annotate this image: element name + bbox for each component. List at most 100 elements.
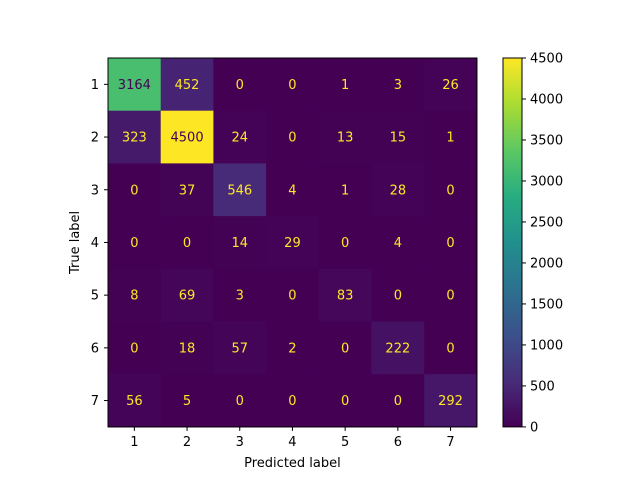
cell-value-label: 5 <box>183 394 191 409</box>
colorbar-tick-label: 3000 <box>530 174 563 189</box>
x-tick-label: 7 <box>446 435 454 450</box>
cell-value-label: 8 <box>130 289 138 304</box>
y-tick-label: 1 <box>91 78 99 93</box>
heatmap-cell <box>424 268 478 322</box>
heatmap-cell <box>318 321 372 375</box>
cell-value-label: 29 <box>284 236 301 251</box>
heatmap-cell <box>213 374 267 428</box>
heatmap-cell <box>108 110 162 164</box>
cell-value-label: 14 <box>231 236 248 251</box>
heatmap-cell <box>108 374 162 428</box>
cell-value-label: 0 <box>446 236 454 251</box>
heatmap-cell <box>318 58 372 112</box>
cell-value-label: 292 <box>438 394 463 409</box>
heatmap-cell <box>424 374 478 428</box>
colorbar <box>502 57 523 428</box>
heatmap-cells <box>108 58 478 428</box>
heatmap-cell <box>213 321 267 375</box>
cell-value-label: 69 <box>179 289 196 304</box>
heatmap-cell <box>266 216 320 270</box>
heatmap-cell <box>213 110 267 164</box>
cell-value-label: 28 <box>390 183 407 198</box>
cell-value-label: 0 <box>288 394 296 409</box>
y-tick-label: 2 <box>91 131 99 146</box>
heatmap-cell <box>424 216 478 270</box>
heatmap-cell <box>160 374 214 428</box>
heatmap-cell <box>318 163 372 217</box>
heatmap-cell <box>108 268 162 322</box>
heatmap-cell <box>371 374 425 428</box>
y-axis-ticks: 1 2 3 4 5 6 7 <box>91 78 108 409</box>
cell-value-label: 18 <box>179 341 196 356</box>
heatmap-cell <box>108 58 162 112</box>
heatmap-cell <box>160 216 214 270</box>
cell-value-label: 323 <box>122 131 147 146</box>
cell-value-label: 0 <box>394 394 402 409</box>
heatmap-cell <box>266 268 320 322</box>
heatmap-cell <box>160 110 214 164</box>
x-tick-label: 4 <box>288 435 296 450</box>
colorbar-ticks: 0 500 1000 1500 2000 2500 3000 3500 4000 4500 <box>522 52 563 435</box>
cell-value-label: 222 <box>385 341 410 356</box>
y-tick-label: 7 <box>91 394 99 409</box>
x-tick-label: 1 <box>130 435 138 450</box>
y-tick-label: 3 <box>91 183 99 198</box>
cell-value-label: 0 <box>236 394 244 409</box>
heatmap-cell <box>160 268 214 322</box>
cell-value-label: 1 <box>446 131 454 146</box>
cell-value-label: 3 <box>236 289 244 304</box>
cell-value-label: 0 <box>394 289 402 304</box>
heatmap-cell <box>371 163 425 217</box>
cell-value-label: 0 <box>341 341 349 356</box>
heatmap-cell <box>318 110 372 164</box>
heatmap-cell <box>371 321 425 375</box>
heatmap-cell <box>371 268 425 322</box>
heatmap-cell <box>424 58 478 112</box>
cell-value-label: 56 <box>126 394 143 409</box>
cell-value-label: 0 <box>288 131 296 146</box>
cell-value-label: 0 <box>446 289 454 304</box>
cell-value-label: 3 <box>394 78 402 93</box>
heatmap-cell <box>424 110 478 164</box>
x-tick-label: 2 <box>183 435 191 450</box>
cell-value-label: 0 <box>236 78 244 93</box>
cell-value-label: 0 <box>446 183 454 198</box>
y-tick-label: 5 <box>91 289 99 304</box>
cell-value-label: 0 <box>341 394 349 409</box>
cell-value-label: 83 <box>337 289 354 304</box>
cell-value-label: 452 <box>175 78 200 93</box>
heatmap-cell <box>160 321 214 375</box>
colorbar-tick-label: 2500 <box>530 215 563 230</box>
cell-value-label: 4500 <box>171 131 204 146</box>
heatmap-cell <box>371 110 425 164</box>
heatmap-cell <box>213 268 267 322</box>
heatmap-cell <box>266 58 320 112</box>
heatmap-cell <box>424 163 478 217</box>
heatmap-cell <box>424 321 478 375</box>
cell-value-label: 4 <box>288 183 296 198</box>
cell-value-label: 57 <box>231 341 248 356</box>
y-tick-label: 6 <box>91 341 99 356</box>
colorbar-tick-label: 3500 <box>530 133 563 148</box>
y-axis-label: True label <box>68 211 83 275</box>
cell-value-label: 1 <box>341 183 349 198</box>
heatmap-cell <box>160 58 214 112</box>
cell-value-label: 2 <box>288 341 296 356</box>
cell-value-label: 0 <box>130 236 138 251</box>
cell-value-label: 1 <box>341 78 349 93</box>
colorbar-tick-label: 2000 <box>530 256 563 271</box>
heatmap-cell <box>266 321 320 375</box>
x-tick-label: 6 <box>394 435 402 450</box>
heatmap-cell <box>371 216 425 270</box>
cell-value-label: 0 <box>183 236 191 251</box>
colorbar-tick-label: 1000 <box>530 338 563 353</box>
cell-value-label: 0 <box>446 341 454 356</box>
cell-value-label: 37 <box>179 183 196 198</box>
cell-value-label: 15 <box>390 131 407 146</box>
heatmap-cell <box>266 374 320 428</box>
heatmap-cell <box>318 216 372 270</box>
cell-value-label: 3164 <box>118 78 151 93</box>
